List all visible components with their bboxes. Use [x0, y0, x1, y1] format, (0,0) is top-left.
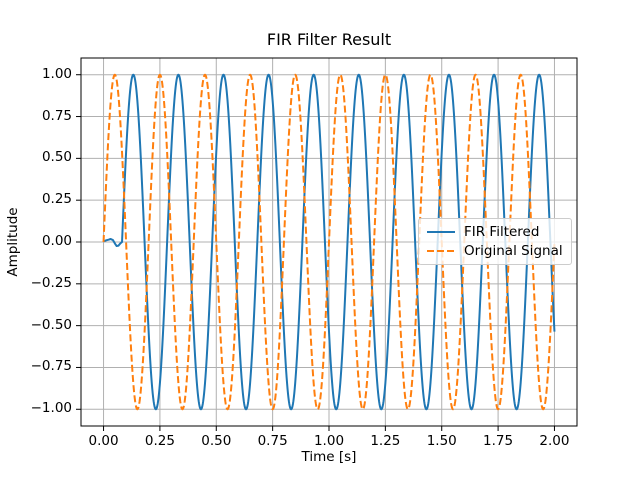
legend-label-fir-filtered: FIR Filtered: [464, 223, 540, 240]
x-tick-label: 1.50: [426, 433, 457, 449]
x-tick-label: 1.25: [370, 433, 401, 449]
legend-entry-fir-filtered: FIR Filtered: [426, 222, 564, 242]
x-tick-label: 0.00: [88, 433, 119, 449]
chart-title: FIR Filter Result: [266, 30, 392, 49]
y-tick-label: 0.25: [41, 191, 72, 208]
x-tick-label: 0.25: [144, 433, 175, 449]
x-tick-label: 0.75: [257, 433, 288, 449]
original-signal-line: [102, 73, 556, 411]
x-tick-label: 1.75: [483, 433, 514, 449]
x-tick-label: 1.00: [313, 433, 345, 449]
x-axis-label: Time [s]: [301, 449, 357, 465]
x-tick-label: 0.50: [201, 433, 232, 449]
legend: FIR Filtered Original Signal: [418, 218, 572, 265]
y-tick-label: −0.25: [30, 274, 72, 291]
y-tick-label: 0.75: [41, 107, 72, 124]
y-tick-label: −1.00: [30, 400, 72, 417]
legend-solid-line-icon: [427, 230, 455, 233]
axes-spines: [80, 57, 578, 427]
legend-dashed-line-icon: [427, 250, 455, 253]
x-tick-label: 2.00: [539, 433, 570, 449]
legend-entry-original-signal: Original Signal: [426, 242, 564, 262]
y-tick-label: 0.00: [41, 233, 72, 249]
legend-label-original-signal: Original Signal: [464, 243, 563, 260]
y-tick-label: 0.50: [41, 149, 72, 166]
y-tick-label: 1.00: [41, 65, 72, 82]
y-tick-label: −0.75: [30, 358, 72, 375]
fir-filtered-line: [103, 73, 556, 411]
y-tick-label: −0.50: [30, 316, 72, 333]
